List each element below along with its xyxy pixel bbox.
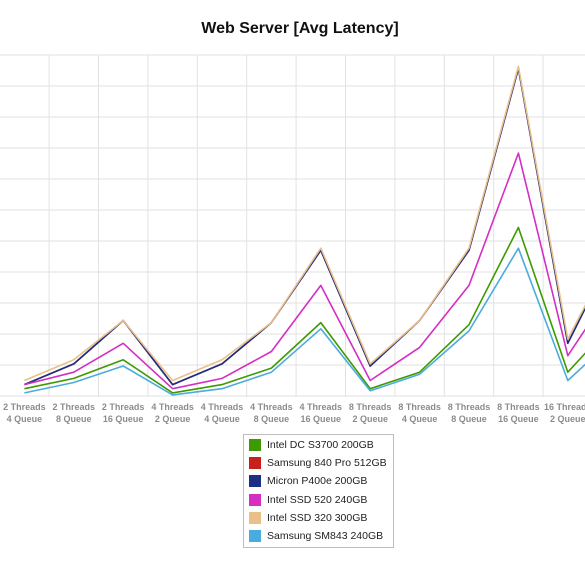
x-tick-label: 4 Threads 2 Queue — [151, 402, 194, 424]
series-line-4 — [24, 152, 585, 390]
legend-swatch — [249, 475, 261, 488]
legend-label: Micron P400e 200GB — [267, 475, 368, 488]
legend-label: Intel SSD 320 300GB — [267, 511, 368, 524]
x-tick-label: 2 Threads 4 Queue — [3, 402, 46, 424]
series-lines — [24, 65, 585, 396]
x-tick-label: 2 Threads 8 Queue — [53, 402, 96, 424]
x-tick-label: 2 Threads 16 Queue — [102, 402, 145, 424]
legend-label: Samsung 840 Pro 512GB — [267, 457, 387, 470]
legend-swatch — [249, 530, 261, 543]
series-line-1 — [24, 226, 585, 394]
legend: Intel DC S3700 200GB Samsung 840 Pro 512G… — [243, 434, 394, 549]
legend-label: Intel DC S3700 200GB — [267, 439, 374, 452]
series-line-5 — [24, 65, 585, 382]
x-tick-label: 4 Threads 8 Queue — [250, 402, 293, 424]
x-tick-label: 8 Threads 2 Queue — [349, 402, 392, 424]
x-axis-tick-labels: 2 Threads 4 Queue 2 Threads 8 Queue 2 Thread… — [3, 402, 585, 424]
x-tick-label: 8 Threads 8 Queue — [448, 402, 491, 424]
legend-item: Micron P400e 200GB — [244, 472, 393, 490]
legend-item: Intel DC S3700 200GB — [244, 436, 393, 454]
legend-item: Intel SSD 520 240GB — [244, 491, 393, 509]
grid — [0, 54, 585, 397]
chart-title: Web Server [Avg Latency] — [201, 20, 399, 37]
x-tick-label: 4 Threads 4 Queue — [201, 402, 244, 424]
legend-label: Samsung SM843 240GB — [267, 530, 384, 543]
legend-swatch — [249, 457, 261, 470]
x-tick-label: 4 Threads 16 Queue — [300, 402, 343, 424]
legend-swatch — [249, 493, 261, 506]
legend-item: Intel SSD 320 300GB — [244, 509, 393, 527]
x-tick-label: 8 Threads 16 Queue — [497, 402, 540, 424]
legend-swatch — [249, 439, 261, 452]
chart-plot: 2 Threads 4 Queue 2 Threads 8 Queue 2 Thread… — [0, 54, 585, 424]
legend-item: Samsung 840 Pro 512GB — [244, 454, 393, 472]
series-line-6 — [24, 247, 585, 396]
x-tick-label: 8 Threads 4 Queue — [398, 402, 441, 424]
legend-swatch — [249, 511, 261, 524]
legend-item: Samsung SM843 240GB — [244, 527, 393, 545]
legend-label: Intel SSD 520 240GB — [267, 493, 368, 506]
